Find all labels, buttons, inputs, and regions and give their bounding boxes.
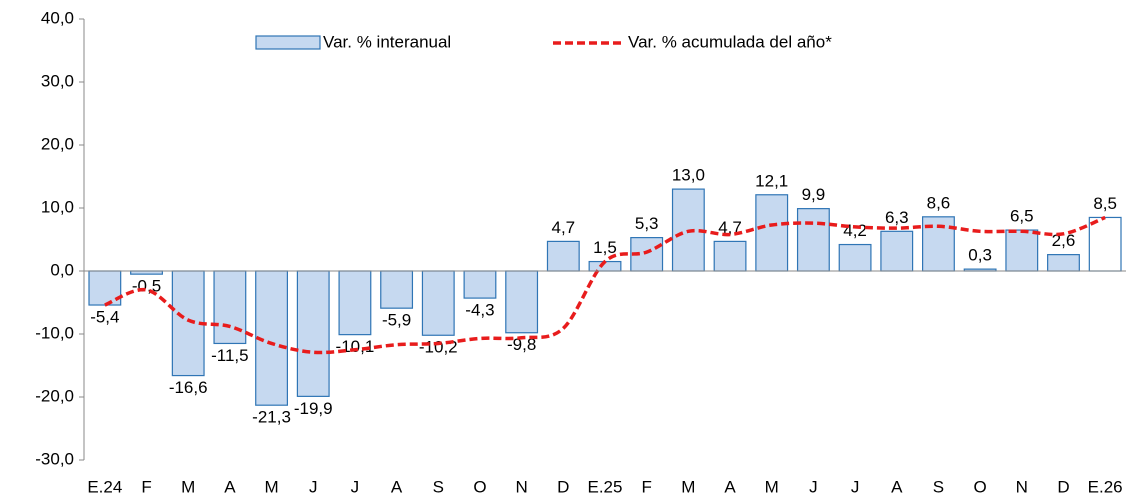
bar — [838, 243, 872, 272]
legend-label: Var. % interanual — [323, 32, 451, 51]
x-tick-label: A — [224, 477, 236, 496]
x-tick-label: S — [933, 477, 944, 496]
x-tick-label: M — [681, 477, 695, 496]
x-tick-label: D — [1057, 477, 1069, 496]
data-label: -11,5 — [211, 346, 249, 365]
data-label: 4,7 — [551, 218, 575, 237]
x-tick-label: A — [891, 477, 903, 496]
data-label: 8,5 — [1093, 194, 1117, 213]
data-label: 6,3 — [885, 208, 909, 227]
x-tick-label: J — [309, 477, 318, 496]
x-tick-label: M — [264, 477, 278, 496]
bar — [1047, 254, 1080, 272]
data-label: -9,8 — [507, 335, 536, 354]
x-tick-label: F — [641, 477, 651, 496]
data-label: 5,3 — [635, 214, 659, 233]
data-label: 8,6 — [927, 193, 951, 212]
bar — [755, 194, 789, 272]
bar — [713, 240, 747, 272]
y-tick-label: -30,0 — [35, 449, 74, 468]
bar — [880, 230, 914, 272]
data-label: -21,3 — [252, 408, 291, 427]
bar — [1005, 229, 1039, 272]
legend-label: Var. % acumulada del año* — [628, 32, 832, 51]
bar — [463, 270, 497, 299]
x-tick-label: J — [351, 477, 360, 496]
y-tick-label: 40,0 — [41, 8, 74, 27]
x-tick-label: J — [851, 477, 860, 496]
x-tick-label: S — [433, 477, 444, 496]
x-tick-label: J — [809, 477, 818, 496]
bar — [338, 270, 372, 336]
x-tick-label: E.26 — [1088, 477, 1123, 496]
data-label: -16,6 — [169, 378, 208, 397]
data-label: 9,9 — [802, 185, 826, 204]
bar — [213, 270, 247, 345]
x-tick-label: E.25 — [588, 477, 623, 496]
x-tick-label: D — [557, 477, 569, 496]
x-tick-label: N — [515, 477, 527, 496]
bar — [796, 208, 830, 272]
data-label: 6,5 — [1010, 207, 1034, 226]
x-tick-label: M — [765, 477, 779, 496]
data-label: 12,1 — [755, 171, 788, 190]
data-label: -5,9 — [382, 311, 411, 330]
y-tick-label: -20,0 — [35, 386, 74, 405]
data-label: 4,2 — [843, 221, 867, 240]
bar — [296, 270, 330, 397]
bar — [505, 270, 539, 334]
bar — [1088, 216, 1122, 272]
y-tick-label: 10,0 — [41, 197, 74, 216]
x-tick-label: E.24 — [87, 477, 122, 496]
bar — [421, 270, 455, 336]
data-label: -19,9 — [294, 399, 333, 418]
data-label: -4,3 — [465, 301, 494, 320]
data-label: 13,0 — [672, 166, 705, 185]
x-tick-label: O — [473, 477, 486, 496]
legend-swatch — [255, 35, 321, 50]
data-label: -5,4 — [90, 308, 119, 327]
x-tick-label: A — [724, 477, 736, 496]
y-tick-label: -10,0 — [35, 323, 74, 342]
bar — [380, 270, 414, 309]
data-label: 0,3 — [968, 246, 992, 265]
x-tick-label: O — [974, 477, 987, 496]
x-tick-label: N — [1016, 477, 1028, 496]
data-label: 1,5 — [593, 238, 617, 257]
bar — [546, 240, 580, 272]
line — [104, 215, 1106, 355]
x-tick-label: A — [391, 477, 403, 496]
x-tick-label: M — [181, 477, 195, 496]
x-tick-label: F — [141, 477, 151, 496]
y-tick-label: 30,0 — [41, 71, 74, 90]
y-tick-label: 20,0 — [41, 134, 74, 153]
y-tick-label: 0,0 — [50, 260, 74, 279]
